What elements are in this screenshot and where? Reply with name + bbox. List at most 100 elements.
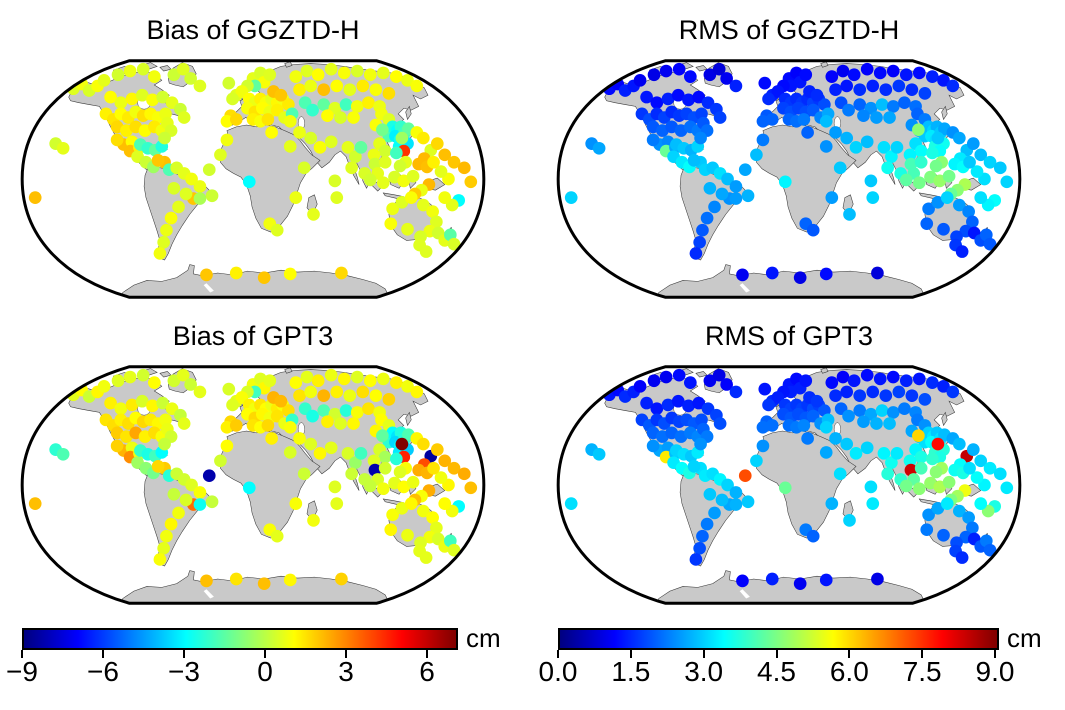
station-dot — [922, 202, 935, 216]
station-dot — [330, 385, 344, 399]
station-dot — [229, 572, 243, 586]
station-dot — [214, 454, 227, 468]
station-dot — [864, 174, 878, 188]
station-dot — [966, 215, 979, 229]
station-dot — [390, 376, 403, 389]
station-dot — [167, 487, 181, 501]
station-dot — [860, 368, 874, 382]
station-dot — [765, 572, 779, 586]
station-dot — [879, 389, 893, 402]
station-dot — [708, 200, 721, 214]
station-dot — [151, 154, 165, 167]
station-dot — [146, 399, 159, 413]
station-dot — [447, 461, 461, 475]
station-dot — [721, 172, 734, 186]
station-dot — [376, 482, 390, 496]
station-dot — [963, 461, 976, 475]
station-dot — [158, 437, 171, 451]
station-dot — [193, 498, 207, 511]
station-dot — [363, 173, 377, 187]
station-dot — [696, 529, 709, 543]
station-dot — [974, 454, 988, 468]
station-dot — [974, 148, 988, 162]
station-dot — [671, 88, 685, 102]
station-dot — [870, 111, 883, 124]
colorbar-tick-label: 0.0 — [538, 656, 578, 687]
station-dot — [384, 523, 398, 537]
colorbar-rms-unit: cm — [1007, 623, 1042, 653]
station-dot — [937, 74, 950, 87]
station-dot — [661, 398, 675, 412]
colorbar-tick-label: 9.0 — [975, 656, 1015, 687]
station-dot — [1000, 175, 1014, 189]
station-dot — [386, 202, 399, 216]
colorbar-tick-label: 3 — [338, 656, 354, 687]
station-dot — [886, 64, 900, 78]
station-dot — [765, 419, 779, 432]
station-dot — [135, 88, 149, 102]
station-dot — [729, 385, 743, 399]
station-dot — [819, 446, 833, 459]
station-dot — [793, 577, 807, 590]
station-dot — [712, 368, 726, 382]
station-dot — [304, 131, 318, 145]
station-dot — [914, 144, 928, 158]
station-dot — [966, 137, 980, 150]
station-dot — [339, 404, 353, 417]
station-dot — [953, 437, 966, 451]
station-dot — [721, 478, 734, 492]
colorbar-tick — [775, 650, 778, 658]
colorbar-tick-label: −3 — [168, 656, 200, 687]
station-dot — [438, 148, 452, 162]
station-dot — [438, 497, 452, 510]
station-dot — [176, 368, 190, 382]
station-dot — [860, 62, 874, 76]
station-dot — [633, 74, 647, 87]
colorbar-tick-label: 1.5 — [611, 656, 651, 687]
station-dot — [114, 402, 128, 416]
station-dot — [871, 266, 884, 280]
station-dot — [797, 419, 811, 432]
station-dot — [955, 551, 969, 564]
station-dot — [993, 161, 1007, 175]
station-dot — [799, 68, 813, 82]
station-dot — [438, 191, 452, 204]
station-dot — [758, 76, 772, 90]
station-dot — [97, 74, 111, 87]
station-dot — [758, 382, 772, 396]
station-dot — [136, 62, 150, 76]
station-dot — [762, 398, 775, 412]
station-dot — [341, 141, 355, 154]
station-dot — [200, 268, 213, 282]
station-dot — [304, 385, 318, 399]
station-dot — [313, 447, 327, 460]
station-dot — [736, 574, 749, 588]
station-dot — [738, 469, 752, 483]
station-dot — [836, 370, 850, 384]
colorbar-tick — [702, 650, 705, 658]
station-dot — [153, 553, 167, 566]
station-dot — [289, 497, 303, 510]
station-dot — [293, 389, 306, 402]
station-dot — [875, 404, 889, 417]
station-dot — [942, 169, 956, 183]
station-dot — [146, 93, 159, 107]
station-dot — [682, 399, 695, 413]
station-dot — [300, 64, 314, 78]
station-dot — [700, 211, 714, 225]
station-dot — [367, 454, 381, 468]
station-dot — [829, 432, 842, 445]
station-dot — [847, 374, 861, 388]
station-dot — [164, 517, 178, 531]
station-dot — [692, 90, 706, 104]
map-panel-bias-gpt3 — [20, 365, 486, 605]
station-dot — [257, 577, 271, 590]
station-dot — [962, 205, 975, 218]
station-dot — [406, 475, 420, 489]
station-dot — [179, 187, 193, 201]
station-dot — [430, 215, 443, 229]
station-dot — [406, 169, 420, 183]
station-dot — [270, 529, 284, 543]
station-dot — [864, 480, 878, 494]
